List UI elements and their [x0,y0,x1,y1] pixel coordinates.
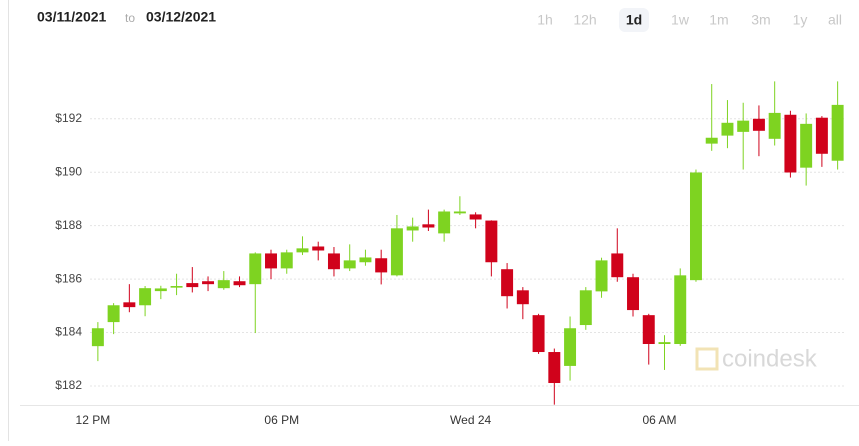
candle-body [343,260,356,269]
candle-body [485,220,498,263]
range-button[interactable]: 1m [709,12,728,28]
candle-body [674,275,687,345]
candle-body [784,114,797,173]
candle-body [327,253,340,270]
candle-body [548,352,561,384]
range-button[interactable]: 1y [793,12,808,28]
candles [91,81,844,405]
candle-body [280,252,293,269]
candle-body [721,122,734,136]
candle-body [91,328,104,347]
candle-body [186,283,199,288]
candle-body [579,290,592,326]
y-tick-label: $186 [55,271,82,285]
range-button[interactable]: 12h [573,12,596,28]
candle-body [627,277,639,311]
x-tick-label: 12 PM [76,413,111,427]
y-tick-label: $184 [55,325,82,339]
y-tick-label: $182 [55,378,82,392]
candle-body [642,315,655,345]
date-to: 03/12/2021 [146,9,216,25]
candle-body [422,224,435,228]
range-button[interactable]: 3m [751,12,770,28]
range-button[interactable]: 1w [671,12,690,28]
range-button[interactable]: 1d [626,12,642,28]
candle-body [737,120,750,132]
candle-body [768,112,781,139]
candle-body [107,305,120,323]
x-tick-label: Wed 24 [450,413,491,427]
watermark-logo [695,347,719,371]
candle-body [516,290,529,305]
y-tick-label: $190 [55,164,82,178]
candle-body [532,315,545,353]
range-highlight [619,8,649,32]
range-button[interactable]: 1h [537,12,553,28]
candle-body [170,286,183,288]
candle-body [438,211,451,234]
candle-body [611,253,624,278]
candle-body [831,104,844,161]
candle-body [233,281,246,286]
candle-body [390,228,403,276]
x-tick-label: 06 AM [642,413,676,427]
candle-body [312,246,325,251]
candle-body [689,172,702,281]
x-tick-label: 06 PM [264,413,299,427]
candle-body [658,342,671,345]
candle-body [453,211,466,214]
range-button[interactable]: all [828,12,842,28]
y-tick-label: $192 [55,111,82,125]
candle-body [123,302,136,308]
grid: $182 $184 $186 $188 $190 $192 12 PM 06 PM Wed 24… [55,111,846,427]
candle-body [800,123,813,168]
candle-body [202,281,215,285]
candle-body [595,260,608,292]
candle-body [815,117,828,154]
range-selector: 1h 12h 1d 1w 1m 3m 1y all [537,8,842,32]
candle-body [154,288,167,292]
watermark-text: coindesk [722,345,818,372]
candle-body [217,280,230,289]
watermark: coindesk [695,345,818,372]
candle-body [469,214,482,220]
date-separator: to [125,11,135,25]
candle-body [705,137,718,144]
candle-body [265,253,277,269]
candle-body [139,288,152,306]
candle-body [359,257,372,263]
candle-body [296,248,309,253]
y-tick-label: $188 [55,218,82,232]
candle-body [752,118,765,131]
candle-body [249,253,262,285]
candle-body [406,226,419,231]
candle-body [375,258,388,273]
candle-body [564,328,577,366]
candle-body [501,269,514,297]
date-from: 03/11/2021 [37,9,107,25]
